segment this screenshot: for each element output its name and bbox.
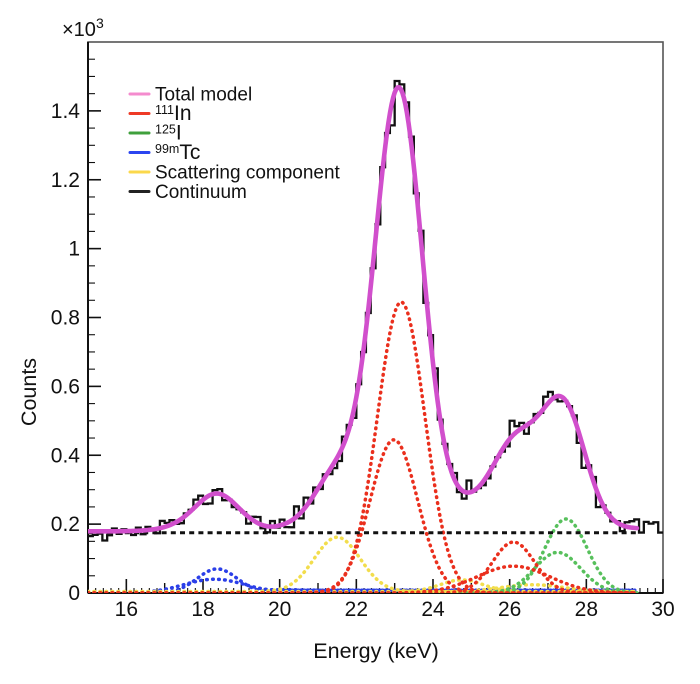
y-tick-label: 1.4 <box>51 100 81 123</box>
legend-label-scatter: Scattering component <box>155 163 341 184</box>
legend-label-tc99m: 99mTc <box>155 141 200 164</box>
x-tick-label: 30 <box>651 598 674 621</box>
plot-frame-group: 16 18 20 22 24 26 28 30 0 0.2 0.4 0.6 0.8 1 1.2 1.4 <box>51 41 675 621</box>
x-tick-label: 28 <box>575 598 598 621</box>
x-tick-label: 24 <box>421 598 445 621</box>
y-axis-title: Counts <box>17 358 41 426</box>
legend-label-i125: 125I <box>155 122 182 145</box>
curve-scattering-component <box>88 535 639 593</box>
curve-125i <box>88 550 639 593</box>
y-tick-label: 1 <box>68 238 80 261</box>
curve-99mtc <box>88 577 639 593</box>
x-tick-label: 20 <box>268 598 291 621</box>
curves-group <box>88 79 663 593</box>
curve-125i <box>88 517 639 593</box>
legend-label-continuum: Continuum <box>155 182 247 203</box>
y-tick-label: 0.2 <box>51 513 80 536</box>
x-axis-title: Energy (keV) <box>313 639 438 663</box>
curve-111in <box>88 564 639 593</box>
y-axis-scale-label: ×103 <box>62 15 104 41</box>
y-tick-label: 0.8 <box>51 307 80 330</box>
curve-111in <box>88 438 639 593</box>
curve-111in <box>88 300 639 593</box>
x-tick-label: 16 <box>115 598 138 621</box>
legend-label-total: Total model <box>155 85 252 106</box>
y-tick-label: 0.6 <box>51 375 80 398</box>
legend-label-in111: 111In <box>155 102 192 125</box>
x-tick-label: 26 <box>498 598 521 621</box>
x-tick-label: 18 <box>191 598 214 621</box>
x-tick-label: 22 <box>345 598 368 621</box>
y-tick-label: 1.2 <box>51 169 80 192</box>
curve-total-model <box>88 85 640 534</box>
y-tick-label: 0 <box>68 582 80 605</box>
y-tick-label: 0.4 <box>51 444 81 467</box>
